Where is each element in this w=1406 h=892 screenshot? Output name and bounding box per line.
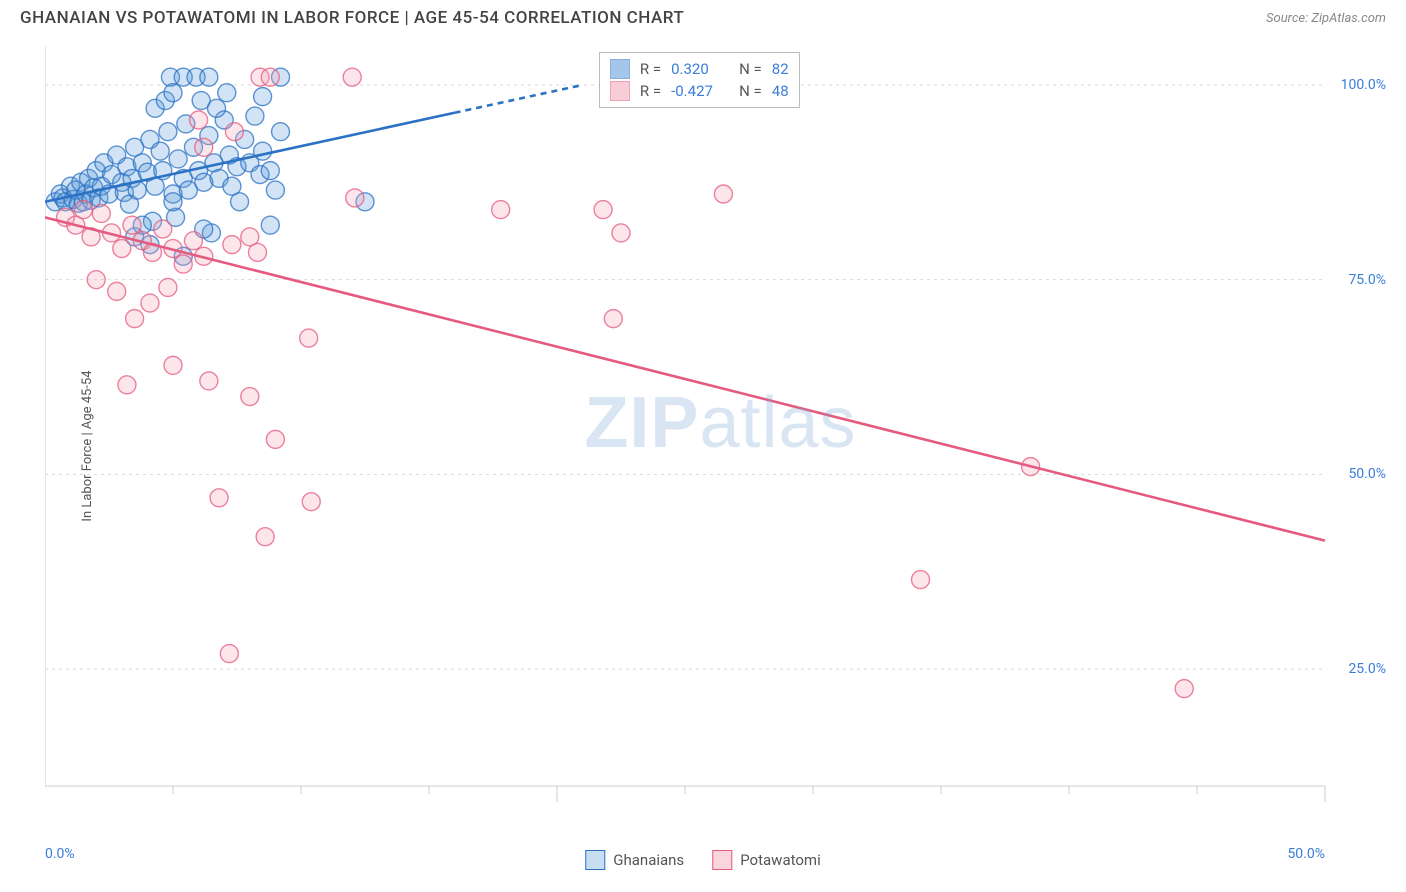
r-label: R = — [640, 82, 661, 100]
legend-label: Potawatomi — [740, 851, 821, 869]
legend-row: R = -0.427 N = 48 — [610, 81, 789, 101]
legend-swatch — [712, 850, 732, 870]
legend-item: Potawatomi — [712, 850, 821, 870]
series-legend: Ghanaians Potawatomi — [585, 850, 820, 870]
legend-label: Ghanaians — [613, 851, 684, 869]
legend-item: Ghanaians — [585, 850, 684, 870]
x-tick-label: 0.0% — [45, 846, 75, 862]
source-label: Source: ZipAtlas.com — [1266, 11, 1386, 26]
r-value: -0.427 — [671, 82, 723, 100]
y-tick-label: 50.0% — [1348, 466, 1386, 482]
legend-swatch — [585, 850, 605, 870]
n-value: 82 — [772, 60, 789, 78]
chart-title: GHANAIAN VS POTAWATOMI IN LABOR FORCE | … — [20, 8, 684, 28]
y-tick-label: 75.0% — [1348, 272, 1386, 288]
n-value: 48 — [772, 82, 789, 100]
y-tick-label: 100.0% — [1341, 77, 1386, 93]
legend-row: R = 0.320 N = 82 — [610, 59, 789, 79]
correlation-legend: R = 0.320 N = 82 R = -0.427 N = 48 — [599, 52, 800, 108]
y-tick-label: 25.0% — [1348, 661, 1386, 677]
x-tick-label: 50.0% — [1287, 846, 1325, 862]
chart-area: ZIPatlas R =0.320N =82R =-0.427N =48 25.… — [45, 46, 1396, 832]
n-label: N = — [739, 82, 762, 100]
r-label: R = — [640, 60, 661, 78]
n-label: N = — [739, 60, 762, 78]
r-value: 0.320 — [671, 60, 723, 78]
legend-swatch — [610, 59, 630, 79]
scatter-plot — [45, 46, 1396, 832]
legend-swatch — [610, 81, 630, 101]
